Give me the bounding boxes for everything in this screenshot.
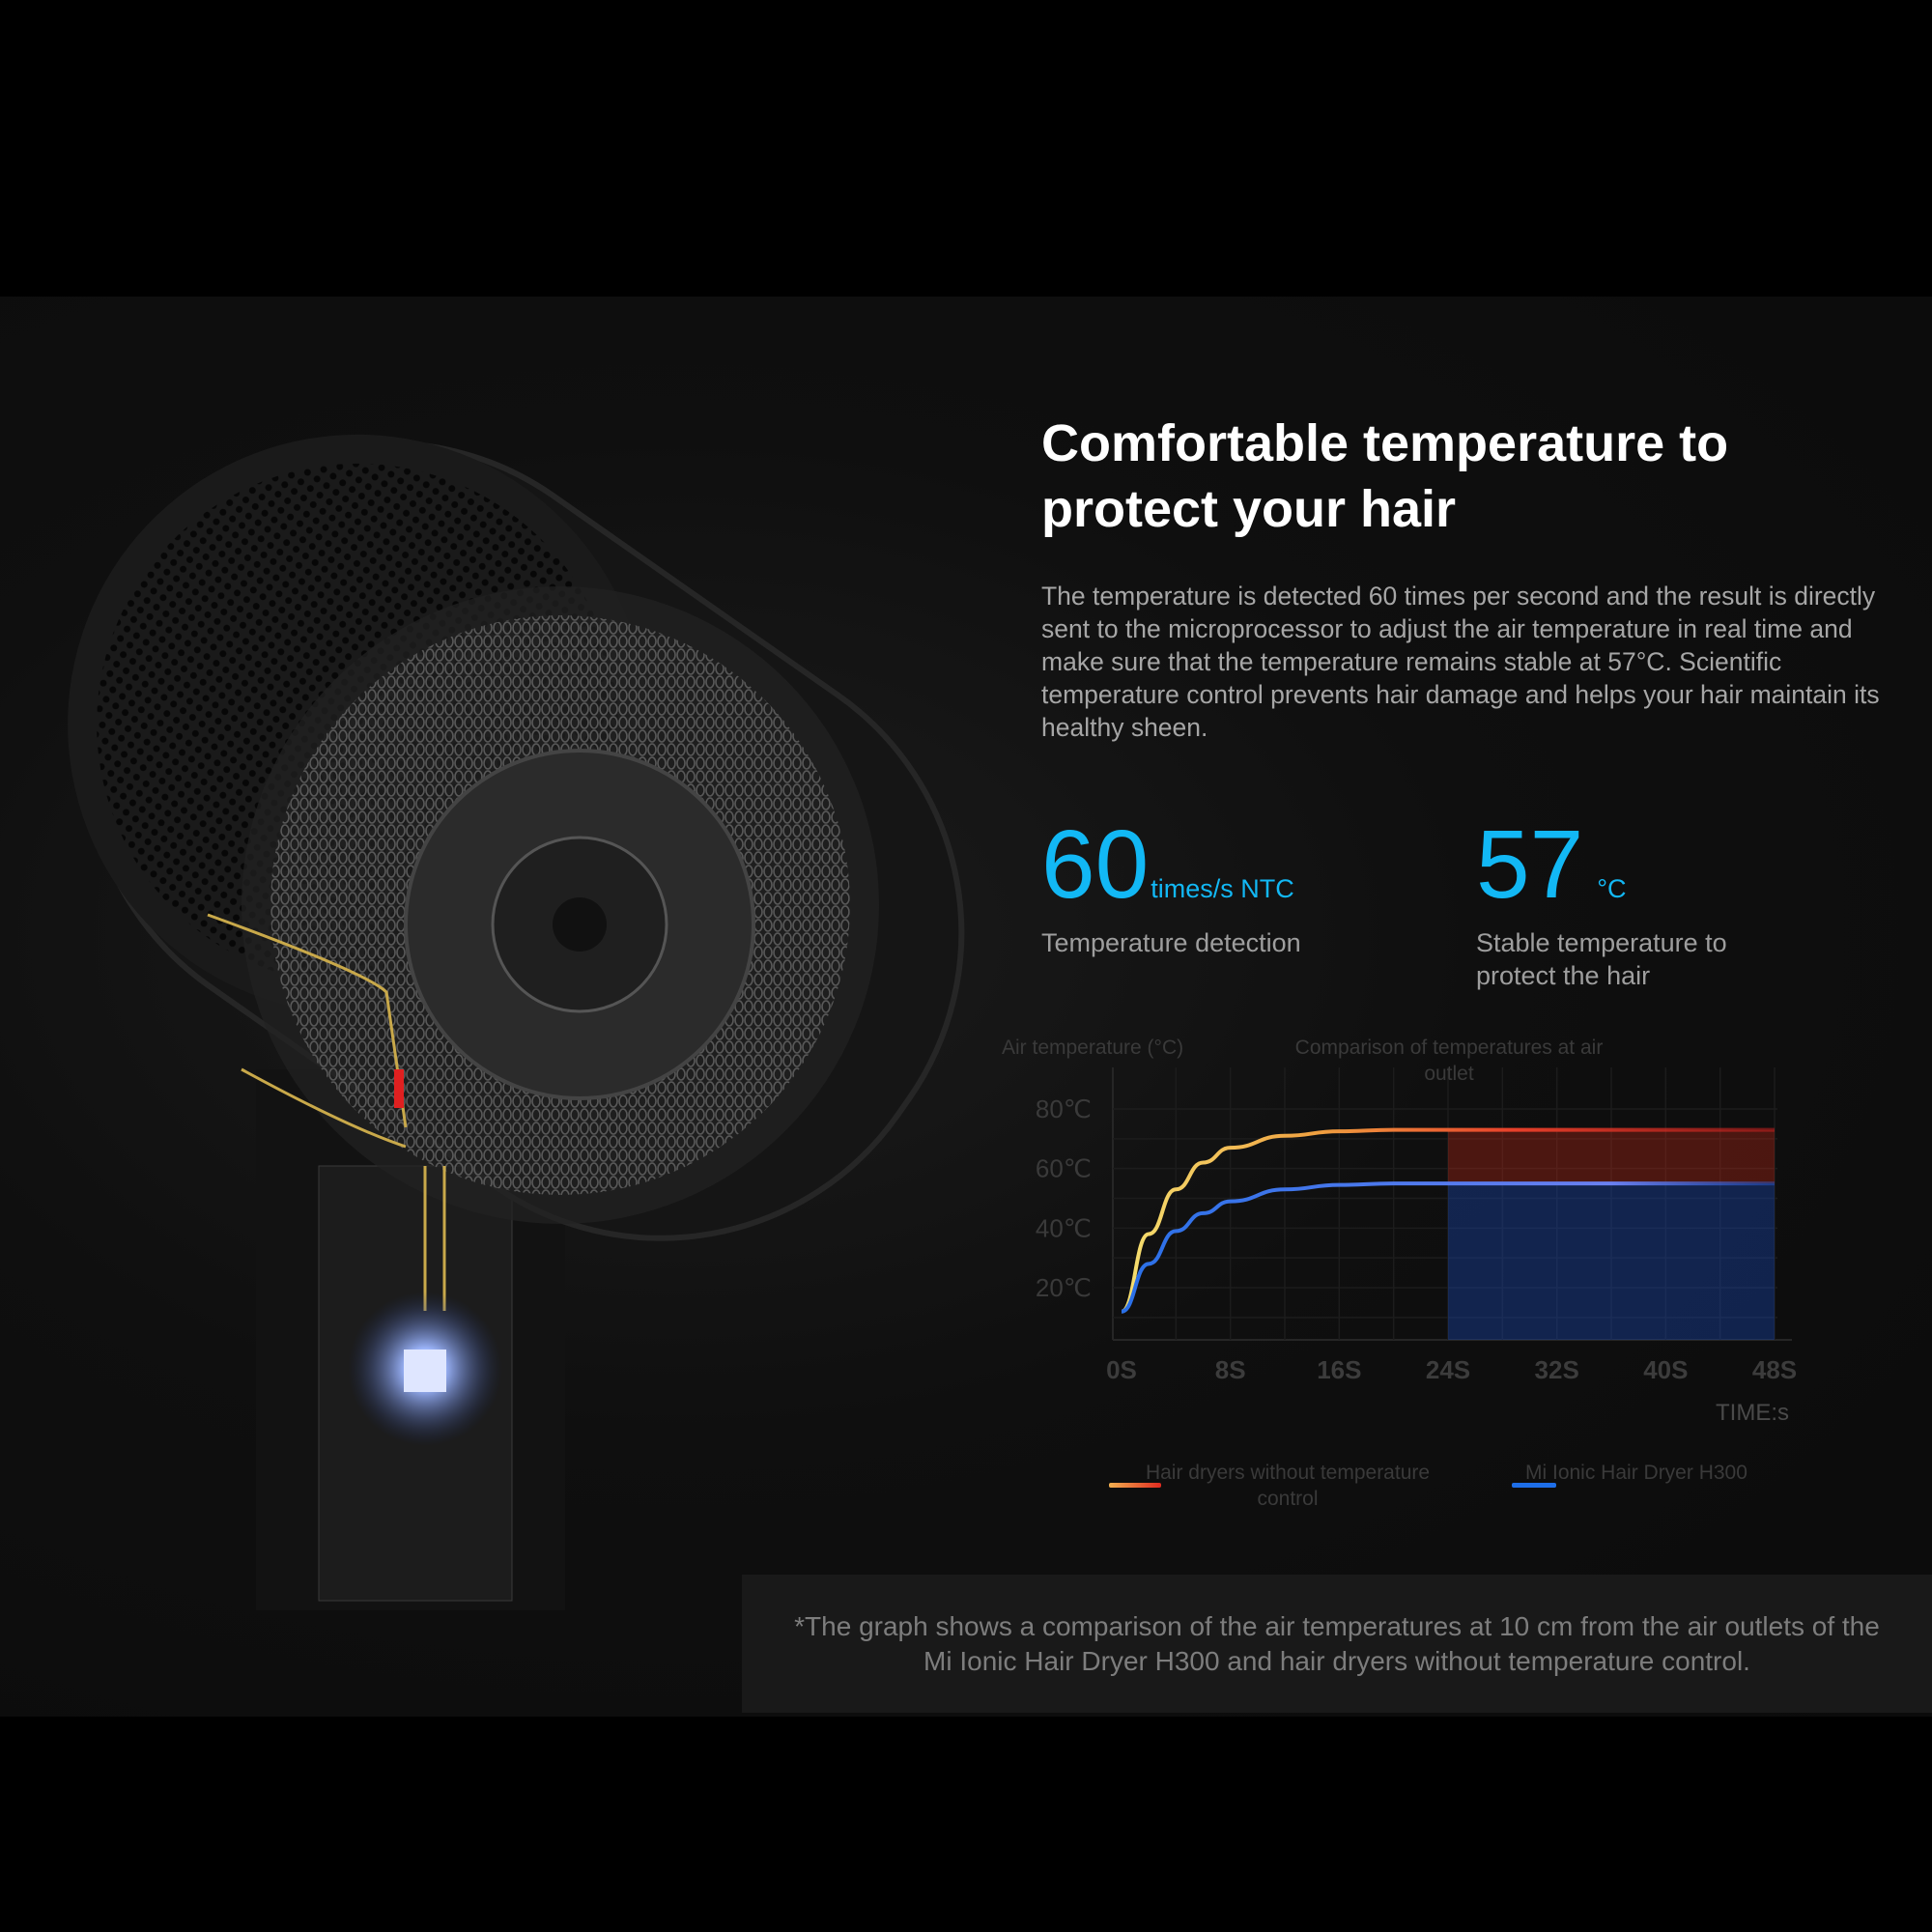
- stat-detection: 60times/s NTC Temperature detection: [1041, 816, 1360, 959]
- x-tick-label: 16S: [1317, 1355, 1361, 1384]
- series-line-h300: [1121, 1181, 1775, 1314]
- legend-label-line2: control: [1257, 1488, 1318, 1510]
- legend-swatch-orange: [1109, 1483, 1161, 1488]
- x-tick-label: 48S: [1752, 1355, 1797, 1384]
- stat-label: Temperature detection: [1041, 928, 1301, 957]
- series-line-no-temp-control: [1121, 1127, 1775, 1314]
- chart-title-line1: Comparison of temperatures at air: [1295, 1037, 1604, 1059]
- x-tick-label: 0S: [1106, 1355, 1137, 1384]
- hair-dryer-illustration: [68, 434, 965, 1610]
- stat-value: 60: [1041, 810, 1150, 919]
- area-difference-red: [1448, 1129, 1775, 1184]
- legend-label: Mi Ionic Hair Dryer H300: [1525, 1462, 1747, 1484]
- stat-value: 57: [1476, 810, 1584, 919]
- legend-label-line1: Hair dryers without temperature: [1146, 1462, 1430, 1484]
- x-tick-label: 40S: [1643, 1355, 1688, 1384]
- footnote: *The graph shows a comparison of the air…: [794, 1610, 1880, 1676]
- stat-unit: times/s NTC: [1151, 874, 1294, 903]
- page-title: Comfortable temperature to protect your …: [1041, 414, 1729, 538]
- area-h300-blue: [1448, 1183, 1775, 1340]
- stat-label: Stable temperature to protect the hair: [1476, 928, 1727, 990]
- y-tick-label: 80℃: [1036, 1094, 1092, 1123]
- chart-title-line2: outlet: [1424, 1063, 1474, 1085]
- stat-temperature: 57 °C Stable temperature to protect the h…: [1476, 816, 1795, 992]
- y-axis-title: Air temperature (°C): [1002, 1037, 1183, 1059]
- x-tick-label: 24S: [1426, 1355, 1470, 1384]
- stat-unit: °C: [1597, 874, 1627, 903]
- x-tick-label: 32S: [1535, 1355, 1579, 1384]
- x-tick-label: 8S: [1215, 1355, 1246, 1384]
- y-tick-label: 20℃: [1036, 1273, 1092, 1302]
- x-axis-title: TIME:s: [1716, 1400, 1789, 1426]
- y-tick-label: 60℃: [1036, 1154, 1092, 1183]
- description: The temperature is detected 60 times per…: [1041, 582, 1880, 742]
- footnote-box: *The graph shows a comparison of the air…: [742, 1575, 1932, 1713]
- temperature-chart: Air temperature (°C) Comparison of tempe…: [1002, 1037, 1797, 1510]
- y-tick-label: 40℃: [1036, 1213, 1092, 1242]
- legend-swatch-blue: [1512, 1483, 1556, 1488]
